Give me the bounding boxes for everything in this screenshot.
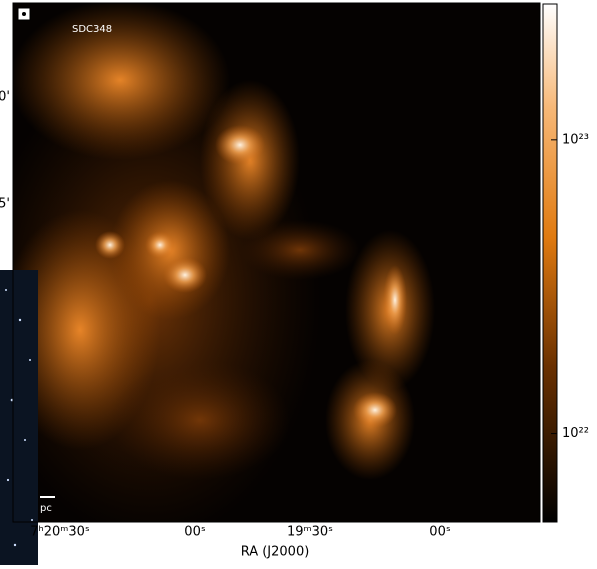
colorbar	[543, 4, 557, 522]
figure: SDC348 pc RA (J2000) 7ʰ20ᵐ30ˢ 00ˢ 19ᵐ30ˢ 00…	[0, 0, 597, 565]
colorbar-tick-label: 10²²	[562, 426, 589, 441]
x-tick-label: 00ˢ	[429, 525, 451, 540]
colorbar-tick-label: 10²³	[562, 132, 589, 147]
x-tick-label: 7ʰ20ᵐ30ˢ	[30, 525, 90, 540]
x-tick-label: 19ᵐ30ˢ	[287, 525, 333, 540]
y-tick-label: 5'	[0, 197, 10, 212]
map: SDC348	[0, 0, 540, 540]
x-tick-label: 00ˢ	[184, 525, 206, 540]
field-label: SDC348	[72, 24, 112, 35]
scale-bar-label: pc	[40, 503, 52, 514]
y-tick-label: 0'	[0, 90, 10, 105]
x-axis-label: RA (J2000)	[241, 545, 310, 560]
